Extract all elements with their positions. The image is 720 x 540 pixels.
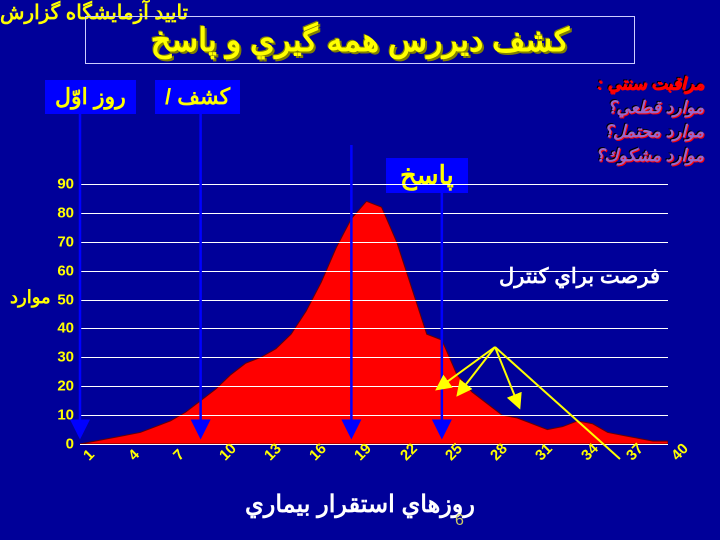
slide-number: 6 bbox=[455, 512, 464, 530]
x-axis-label: روزهاي استقرار بيماري bbox=[0, 490, 720, 519]
